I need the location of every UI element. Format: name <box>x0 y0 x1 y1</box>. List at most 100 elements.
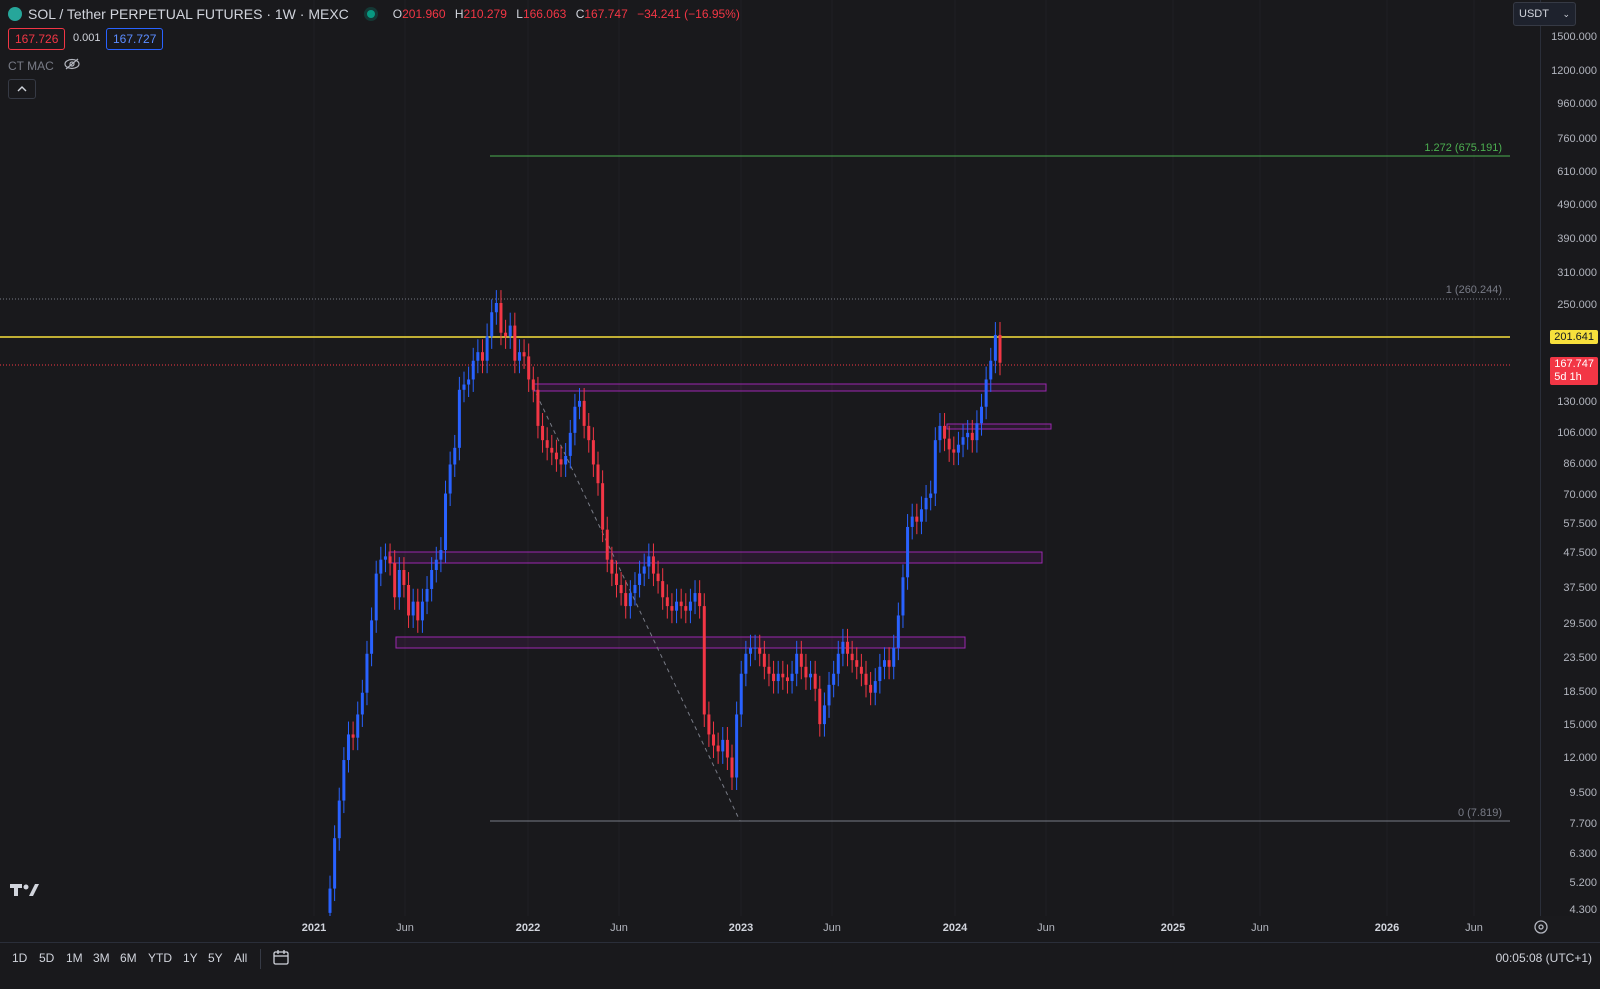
candle-body <box>739 673 743 715</box>
candle-body <box>670 606 674 611</box>
range-button-6m[interactable]: 6M <box>120 951 137 965</box>
candle-body <box>619 584 623 594</box>
candle-body <box>725 739 729 758</box>
zone-rectangle[interactable] <box>532 383 1047 392</box>
candle-body <box>397 570 401 598</box>
time-label-year: 2026 <box>1374 922 1400 934</box>
price-label: 9.500 <box>1569 787 1597 799</box>
candle-body <box>531 379 535 390</box>
spread-value: 0.001 <box>73 32 101 44</box>
tradingview-logo[interactable] <box>10 882 40 901</box>
candle-body <box>346 734 350 761</box>
candle-body <box>647 556 651 567</box>
buy-button[interactable]: 167.727 <box>106 28 164 50</box>
candle-body <box>541 425 545 441</box>
range-button-1d[interactable]: 1D <box>12 951 28 965</box>
range-button-ytd[interactable]: YTD <box>148 951 172 965</box>
candle-body <box>702 606 706 715</box>
candle-body <box>587 425 591 441</box>
utc-clock[interactable]: 00:05:08 (UTC+1) <box>1495 951 1592 965</box>
price-label: 37.500 <box>1563 582 1597 594</box>
candle-body <box>522 352 526 357</box>
candle-body <box>753 647 757 649</box>
price-change: −34.241 (−16.95%) <box>637 7 740 21</box>
candle-body <box>809 673 813 678</box>
candles <box>328 290 1002 916</box>
candle-body <box>943 425 947 439</box>
range-button-all[interactable]: All <box>234 951 248 965</box>
indicator-name[interactable]: CT MAC <box>8 58 54 73</box>
range-button-5y[interactable]: 5Y <box>208 951 223 965</box>
last-price-value: 167.747 <box>1554 358 1594 370</box>
candle-body <box>490 312 494 337</box>
time-label-year: 2025 <box>1160 922 1186 934</box>
price-label: 5.200 <box>1569 877 1597 889</box>
candle-body <box>568 432 572 456</box>
symbol-legend: SOL / Tether PERPETUAL FUTURES · 1W · ME… <box>8 6 746 22</box>
range-button-3m[interactable]: 3M <box>93 951 110 965</box>
candle-body <box>675 601 679 611</box>
trend-dashed-line[interactable] <box>532 386 741 822</box>
candle-body <box>508 325 512 337</box>
candle-body <box>651 556 655 574</box>
price-label: 760.000 <box>1557 133 1597 145</box>
candle-body <box>896 615 900 648</box>
candle-body <box>554 452 558 460</box>
collapse-legend-button[interactable] <box>8 79 36 99</box>
candle-body <box>638 573 642 585</box>
currency-selector[interactable]: USDT ⌄ <box>1513 2 1576 26</box>
candle-body <box>485 336 489 361</box>
candle-body <box>393 563 397 598</box>
sell-button[interactable]: 167.726 <box>8 28 66 50</box>
candle-body <box>961 437 965 445</box>
candle-body <box>799 653 803 667</box>
candle-body <box>707 714 711 735</box>
candle-body <box>790 673 794 682</box>
zone-rectangle[interactable] <box>395 636 966 649</box>
candle-body <box>818 688 822 725</box>
candle-body <box>910 516 914 527</box>
chart-canvas[interactable]: 1.272 (675.191) 1 (260.244) 0 (7.819) SO… <box>0 0 1540 916</box>
time-axis[interactable]: 2021 Jun 2022 Jun 2023 Jun 2024 Jun 2025 Jun 2026 J… <box>0 916 1540 942</box>
candle-body <box>919 509 923 522</box>
candle-body <box>360 692 364 715</box>
candle-body <box>628 593 632 607</box>
price-label: 57.500 <box>1563 518 1597 530</box>
candle-body <box>901 577 905 616</box>
candle-body <box>402 570 406 585</box>
date-range-calendar-icon[interactable] <box>272 949 290 970</box>
range-button-1m[interactable]: 1M <box>66 951 83 965</box>
range-button-1y[interactable]: 1Y <box>183 951 198 965</box>
candle-body <box>388 556 392 564</box>
symbol-title[interactable]: SOL / Tether PERPETUAL FUTURES · 1W · ME… <box>28 6 349 22</box>
candle-body <box>333 838 337 889</box>
price-label: 4.300 <box>1569 904 1597 916</box>
time-label-month: Jun <box>610 922 628 934</box>
symbol-logo-icon[interactable] <box>8 7 22 21</box>
candle-body <box>892 647 896 667</box>
price-axis[interactable]: USDT ⌄ 1500.000 1200.000 960.000 760.000 610… <box>1513 0 1600 916</box>
candle-body <box>813 673 817 689</box>
candle-body <box>457 389 461 448</box>
candle-body <box>342 760 346 801</box>
candle-body <box>527 356 531 380</box>
candle-body <box>582 400 586 426</box>
candle-body <box>665 597 669 607</box>
time-label-month: Jun <box>1251 922 1269 934</box>
candle-body <box>379 559 383 574</box>
candle-body <box>998 334 1002 363</box>
candle-body <box>439 550 443 560</box>
candle-body <box>762 653 766 667</box>
price-label: 86.000 <box>1563 458 1597 470</box>
candle-body <box>425 588 429 602</box>
axis-settings-icon[interactable] <box>1532 918 1552 938</box>
candle-body <box>952 449 956 453</box>
zone-rectangle[interactable] <box>946 423 1052 430</box>
range-button-5d[interactable]: 5D <box>39 951 55 965</box>
candle-body <box>407 584 411 616</box>
candle-body <box>517 352 521 361</box>
zone-rectangle[interactable] <box>388 551 1043 564</box>
candle-body <box>591 440 595 465</box>
candlestick-chart: 1.272 (675.191) 1 (260.244) 0 (7.819) <box>0 142 1510 916</box>
eye-crossed-icon[interactable] <box>64 58 80 73</box>
